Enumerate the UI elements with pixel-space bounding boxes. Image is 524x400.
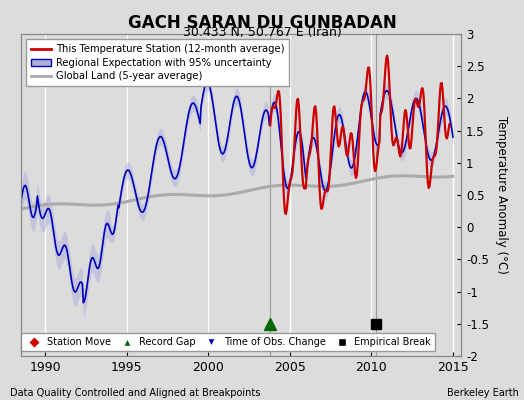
Text: 30.433 N, 50.767 E (Iran): 30.433 N, 50.767 E (Iran) bbox=[183, 26, 341, 39]
Legend: Station Move, Record Gap, Time of Obs. Change, Empirical Break: Station Move, Record Gap, Time of Obs. C… bbox=[21, 333, 435, 351]
Text: GACH SARAN DU GUNBADAN: GACH SARAN DU GUNBADAN bbox=[128, 14, 396, 32]
Text: Berkeley Earth: Berkeley Earth bbox=[447, 388, 519, 398]
Text: Data Quality Controlled and Aligned at Breakpoints: Data Quality Controlled and Aligned at B… bbox=[10, 388, 261, 398]
Y-axis label: Temperature Anomaly (°C): Temperature Anomaly (°C) bbox=[495, 116, 508, 274]
